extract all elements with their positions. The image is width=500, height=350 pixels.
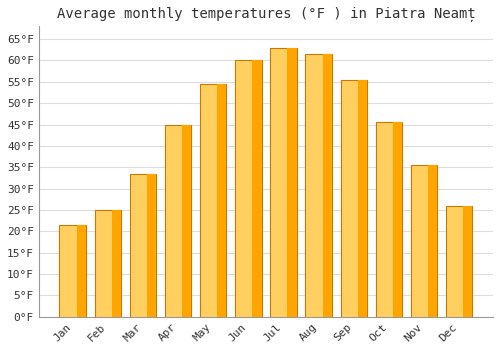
- Bar: [235, 61, 262, 317]
- Bar: [112, 210, 121, 317]
- Bar: [76, 225, 86, 317]
- Bar: [306, 54, 332, 317]
- Bar: [322, 54, 332, 317]
- Bar: [252, 61, 262, 317]
- Bar: [130, 174, 156, 317]
- Bar: [165, 125, 191, 317]
- Bar: [393, 122, 402, 317]
- Bar: [270, 48, 296, 317]
- Bar: [200, 84, 226, 317]
- Bar: [60, 225, 86, 317]
- Bar: [340, 80, 367, 317]
- Bar: [217, 84, 226, 317]
- Bar: [411, 165, 438, 317]
- Bar: [446, 206, 472, 317]
- Title: Average monthly temperatures (°F ) in Piatra Neamț: Average monthly temperatures (°F ) in Pi…: [56, 7, 476, 22]
- Bar: [147, 174, 156, 317]
- Bar: [94, 210, 121, 317]
- Bar: [428, 165, 438, 317]
- Bar: [376, 122, 402, 317]
- Bar: [358, 80, 367, 317]
- Bar: [182, 125, 191, 317]
- Bar: [463, 206, 472, 317]
- Bar: [288, 48, 296, 317]
